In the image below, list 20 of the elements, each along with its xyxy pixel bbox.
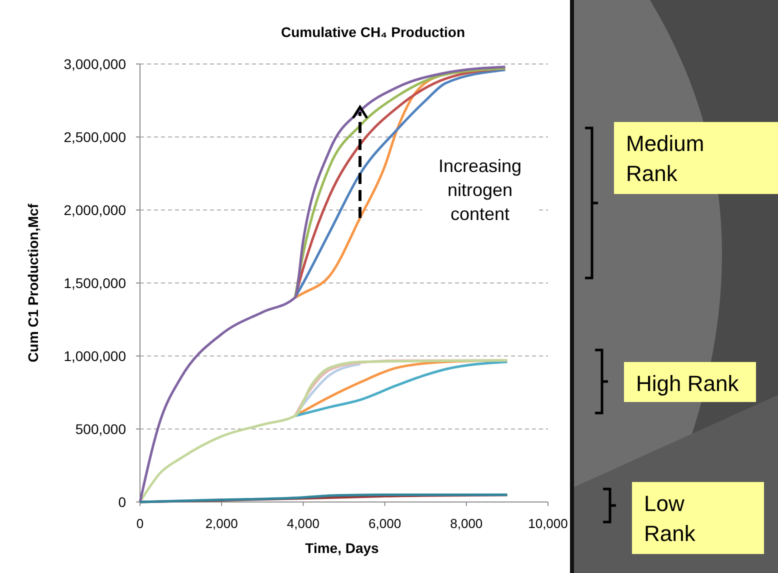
text: High Rank bbox=[636, 371, 740, 396]
y-tick-label: 3,000,000 bbox=[64, 56, 126, 72]
annotation: Increasing nitrogen content bbox=[438, 156, 522, 224]
y-tick-label: 1,000,000 bbox=[64, 348, 126, 364]
x-tick-label: 6,000 bbox=[368, 516, 402, 531]
x-tick-label: 0 bbox=[136, 516, 144, 531]
y-tick-label: 1,500,000 bbox=[64, 274, 126, 291]
y-axis-title: Cum C1 Production,Mcf bbox=[25, 203, 41, 362]
text: Low Rank bbox=[644, 491, 696, 546]
x-tick-label: 4,000 bbox=[286, 516, 320, 531]
x-tick-label: 2,000 bbox=[205, 516, 238, 531]
y-tick-label: 2,500,000 bbox=[64, 128, 126, 145]
y-tick-label: 2,000,000 bbox=[64, 202, 126, 218]
x-axis-title: Time, Days bbox=[305, 540, 380, 556]
y-tick-label: 0 bbox=[118, 494, 126, 510]
x-tick-label: 8,000 bbox=[450, 516, 483, 531]
y-tick-label: 500,000 bbox=[75, 420, 126, 437]
x-tick-label: 10,000 bbox=[528, 516, 568, 531]
chart-title: Cumulative CH₄ Production bbox=[280, 24, 466, 40]
text: Medium Rank bbox=[626, 131, 704, 186]
